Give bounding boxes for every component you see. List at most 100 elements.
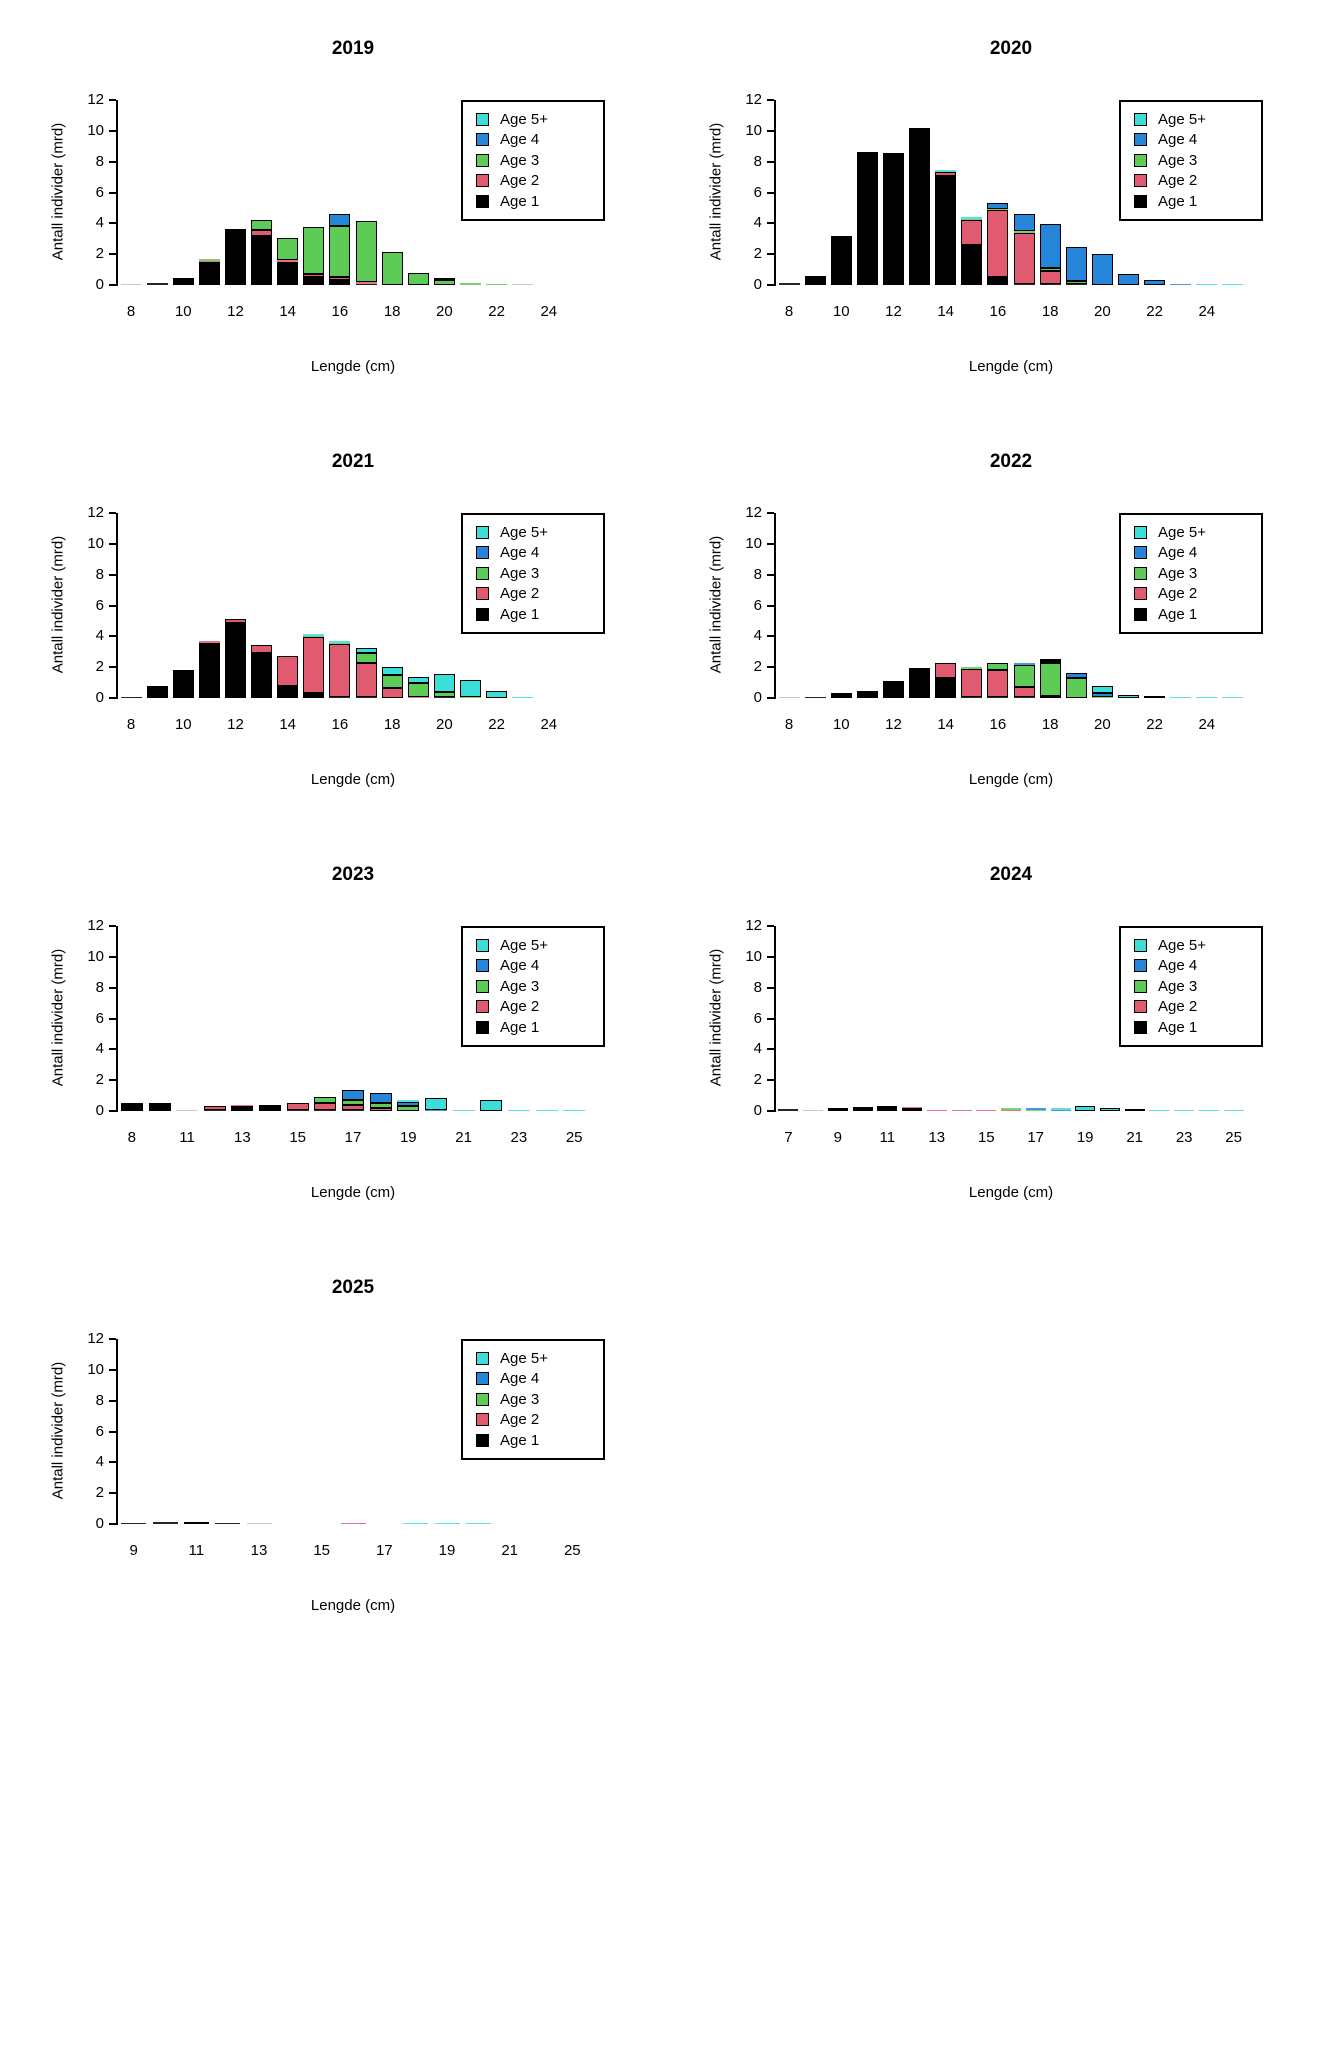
y-tick [767, 697, 774, 699]
bar-x19 [1065, 672, 1087, 698]
x-tick-label: 16 [989, 303, 1007, 320]
bar-segment-age5 [1124, 1108, 1145, 1111]
bar-segment-age5 [424, 1097, 447, 1110]
bar-x16 [314, 1097, 337, 1111]
bar-x21 [1118, 274, 1139, 285]
bar-segment-age3 [407, 683, 429, 697]
bar-segment-age2 [277, 260, 299, 262]
bar-x11 [176, 1109, 199, 1111]
bar-segment-age5 [433, 673, 455, 693]
bar-segment-age2 [961, 668, 983, 697]
legend: Age 5+ Age 4 Age 3 Age 2 Age 1 [1119, 100, 1263, 221]
bar-x18 [1039, 223, 1061, 285]
bar-x19 [1075, 1106, 1096, 1111]
x-tick-label: 25 [563, 1542, 581, 1559]
legend-item-age5: Age 5+ [1134, 109, 1261, 130]
y-tick-label: 8 [95, 1391, 104, 1409]
bar-x9 [121, 1522, 147, 1524]
legend: Age 5+ Age 4 Age 3 Age 2 Age 1 [1119, 926, 1263, 1047]
bar-segment-age5 [1196, 696, 1218, 698]
legend-swatch-icon-age1 [1134, 1020, 1147, 1034]
bar-segment-age1 [251, 235, 273, 285]
bar-segment-age1 [225, 231, 246, 285]
bar-segment-age5 [1091, 686, 1113, 693]
x-tick-label: 13 [928, 1129, 946, 1146]
y-axis [774, 100, 776, 286]
legend-swatch-icon-age2 [476, 174, 489, 188]
y-tick-label: 0 [95, 1102, 104, 1119]
legend-item-age5: Age 5+ [476, 1348, 603, 1369]
bar-segment-age1 [286, 1109, 309, 1111]
legend: Age 5+ Age 4 Age 3 Age 2 Age 1 [461, 1339, 605, 1460]
x-axis-label: Lengde (cm) [968, 771, 1054, 788]
legend-swatch-icon-age4 [476, 133, 489, 147]
y-tick-label: 12 [87, 917, 104, 934]
y-tick [767, 955, 774, 958]
legend-swatch-icon-age3 [476, 979, 489, 993]
bar-segment-age2 [1001, 1109, 1021, 1111]
y-tick [109, 512, 116, 514]
bar-segment-age3 [1065, 281, 1087, 284]
y-tick-label: 6 [95, 596, 104, 614]
legend-item-age2: Age 2 [476, 1410, 603, 1431]
bar-x21 [460, 680, 481, 698]
legend-swatch-icon-age2 [476, 587, 489, 601]
y-tick [767, 160, 774, 163]
y-tick [109, 1048, 116, 1051]
bar-segment-age2 [355, 662, 377, 697]
bar-segment-age2 [225, 228, 246, 231]
legend-label: Age 4 [500, 131, 540, 149]
bar-segment-gray [120, 283, 142, 285]
bar-segment-age5 [1196, 283, 1218, 285]
legend-swatch-icon-age5 [1134, 112, 1147, 126]
bar-x8 [778, 283, 800, 285]
bar-segment-age1 [231, 1106, 254, 1111]
legend-swatch-icon-age3 [476, 1392, 489, 1406]
x-tick-label: 16 [331, 716, 349, 733]
y-tick [767, 666, 774, 669]
bar-segment-age2 [902, 1106, 923, 1109]
legend-item-age1: Age 1 [476, 604, 603, 625]
bar-segment-age3 [961, 667, 983, 669]
bar-segment-age3 [329, 226, 351, 278]
bar-segment-age2 [198, 641, 220, 643]
legend: Age 5+ Age 4 Age 3 Age 2 Age 1 [461, 100, 605, 221]
legend-label: Age 4 [500, 1370, 540, 1388]
bar-x25 [1223, 1109, 1244, 1111]
x-tick-label: 22 [1146, 303, 1163, 320]
legend-label: Age 5+ [500, 1349, 548, 1367]
bar-segment-age2 [1013, 232, 1035, 284]
bar-segment-age2 [407, 696, 429, 698]
y-axis [774, 926, 776, 1112]
legend-swatch-icon-age5 [476, 525, 489, 539]
y-tick-label: 0 [95, 689, 104, 706]
bar-x20 [1091, 254, 1113, 285]
y-tick-label: 8 [753, 565, 762, 583]
bar-segment-age4 [342, 1090, 364, 1100]
bar-segment-age5 [355, 648, 377, 653]
y-tick-label: 12 [87, 91, 104, 108]
bar-segment-age3 [1039, 268, 1061, 271]
bar-segment-age5 [486, 691, 508, 698]
legend-label: Age 4 [1158, 957, 1198, 975]
bar-segment-age5 [381, 667, 403, 675]
bar-x19 [407, 273, 429, 285]
bar-segment-age5 [397, 1100, 420, 1102]
legend-swatch-icon-age1 [476, 1020, 489, 1034]
bar-segment-age3 [460, 696, 481, 698]
x-tick-label: 10 [174, 303, 192, 320]
legend-label: Age 1 [500, 1431, 540, 1449]
bar-segment-age3 [433, 692, 455, 697]
bar-segment-age1 [277, 261, 299, 285]
bar-segment-age1 [778, 283, 800, 285]
y-tick-label: 10 [87, 534, 104, 552]
y-tick [109, 635, 116, 638]
y-tick [109, 573, 116, 576]
y-tick [767, 512, 774, 514]
legend-item-age4: Age 4 [476, 130, 603, 151]
x-tick-label: 18 [1041, 716, 1059, 733]
legend-swatch-icon-age2 [1134, 587, 1147, 601]
x-tick-label: 21 [455, 1129, 472, 1146]
chart-panel-2019: 2019 Antall individer (mrd) 0 2 4 6 8 10 12 8 10 12… [0, 0, 658, 413]
bar-segment-age4 [1025, 1108, 1046, 1110]
